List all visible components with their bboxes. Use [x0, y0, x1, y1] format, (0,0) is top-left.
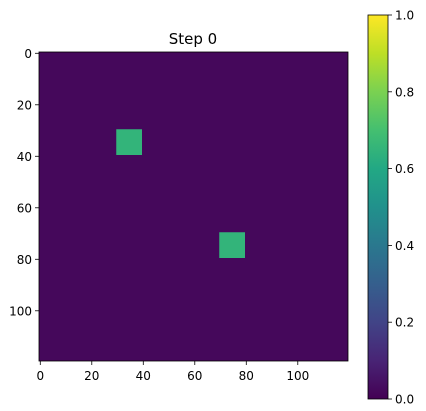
colorbar-tick-label: 0.6	[395, 162, 414, 176]
heatmap-plot	[38, 51, 349, 362]
y-tick-label: 100	[9, 304, 32, 318]
heatmap-patch-2	[219, 232, 245, 258]
x-tick-label: 80	[239, 369, 254, 383]
x-tick-label: 0	[36, 369, 44, 383]
x-tick-label: 100	[286, 369, 309, 383]
y-tick-label: 80	[17, 253, 32, 267]
colorbar-tick-label: 1.0	[395, 9, 414, 23]
y-tick-label: 60	[17, 201, 32, 215]
y-axis: 0 20 40 60 80 100	[9, 47, 39, 318]
heatmap-background	[39, 52, 348, 361]
x-tick-label: 20	[84, 369, 99, 383]
chart-title: Step 0	[169, 30, 217, 48]
heatmap-patches	[116, 129, 245, 258]
colorbar-tick-label: 0.4	[395, 239, 414, 253]
y-tick-label: 20	[17, 98, 32, 112]
colorbar-frame	[367, 14, 389, 400]
x-tick-label: 40	[136, 369, 151, 383]
heatmap-frame	[38, 51, 349, 362]
colorbar-ticks: 0.0 0.2 0.4 0.6 0.8 1.0	[388, 9, 414, 407]
y-tick-label: 0	[24, 47, 32, 61]
colorbar: 0.0 0.2 0.4 0.6 0.8 1.0	[367, 9, 414, 407]
x-axis: 0 20 40 60 80 100	[36, 361, 309, 383]
x-tick-label: 60	[187, 369, 202, 383]
colorbar-tick-label: 0.2	[395, 316, 414, 330]
y-tick-label: 40	[17, 150, 32, 164]
colorbar-tick-label: 0.0	[395, 393, 414, 407]
colorbar-gradient	[368, 15, 388, 399]
heatmap-patch-1	[116, 129, 142, 155]
colorbar-tick-label: 0.8	[395, 85, 414, 99]
